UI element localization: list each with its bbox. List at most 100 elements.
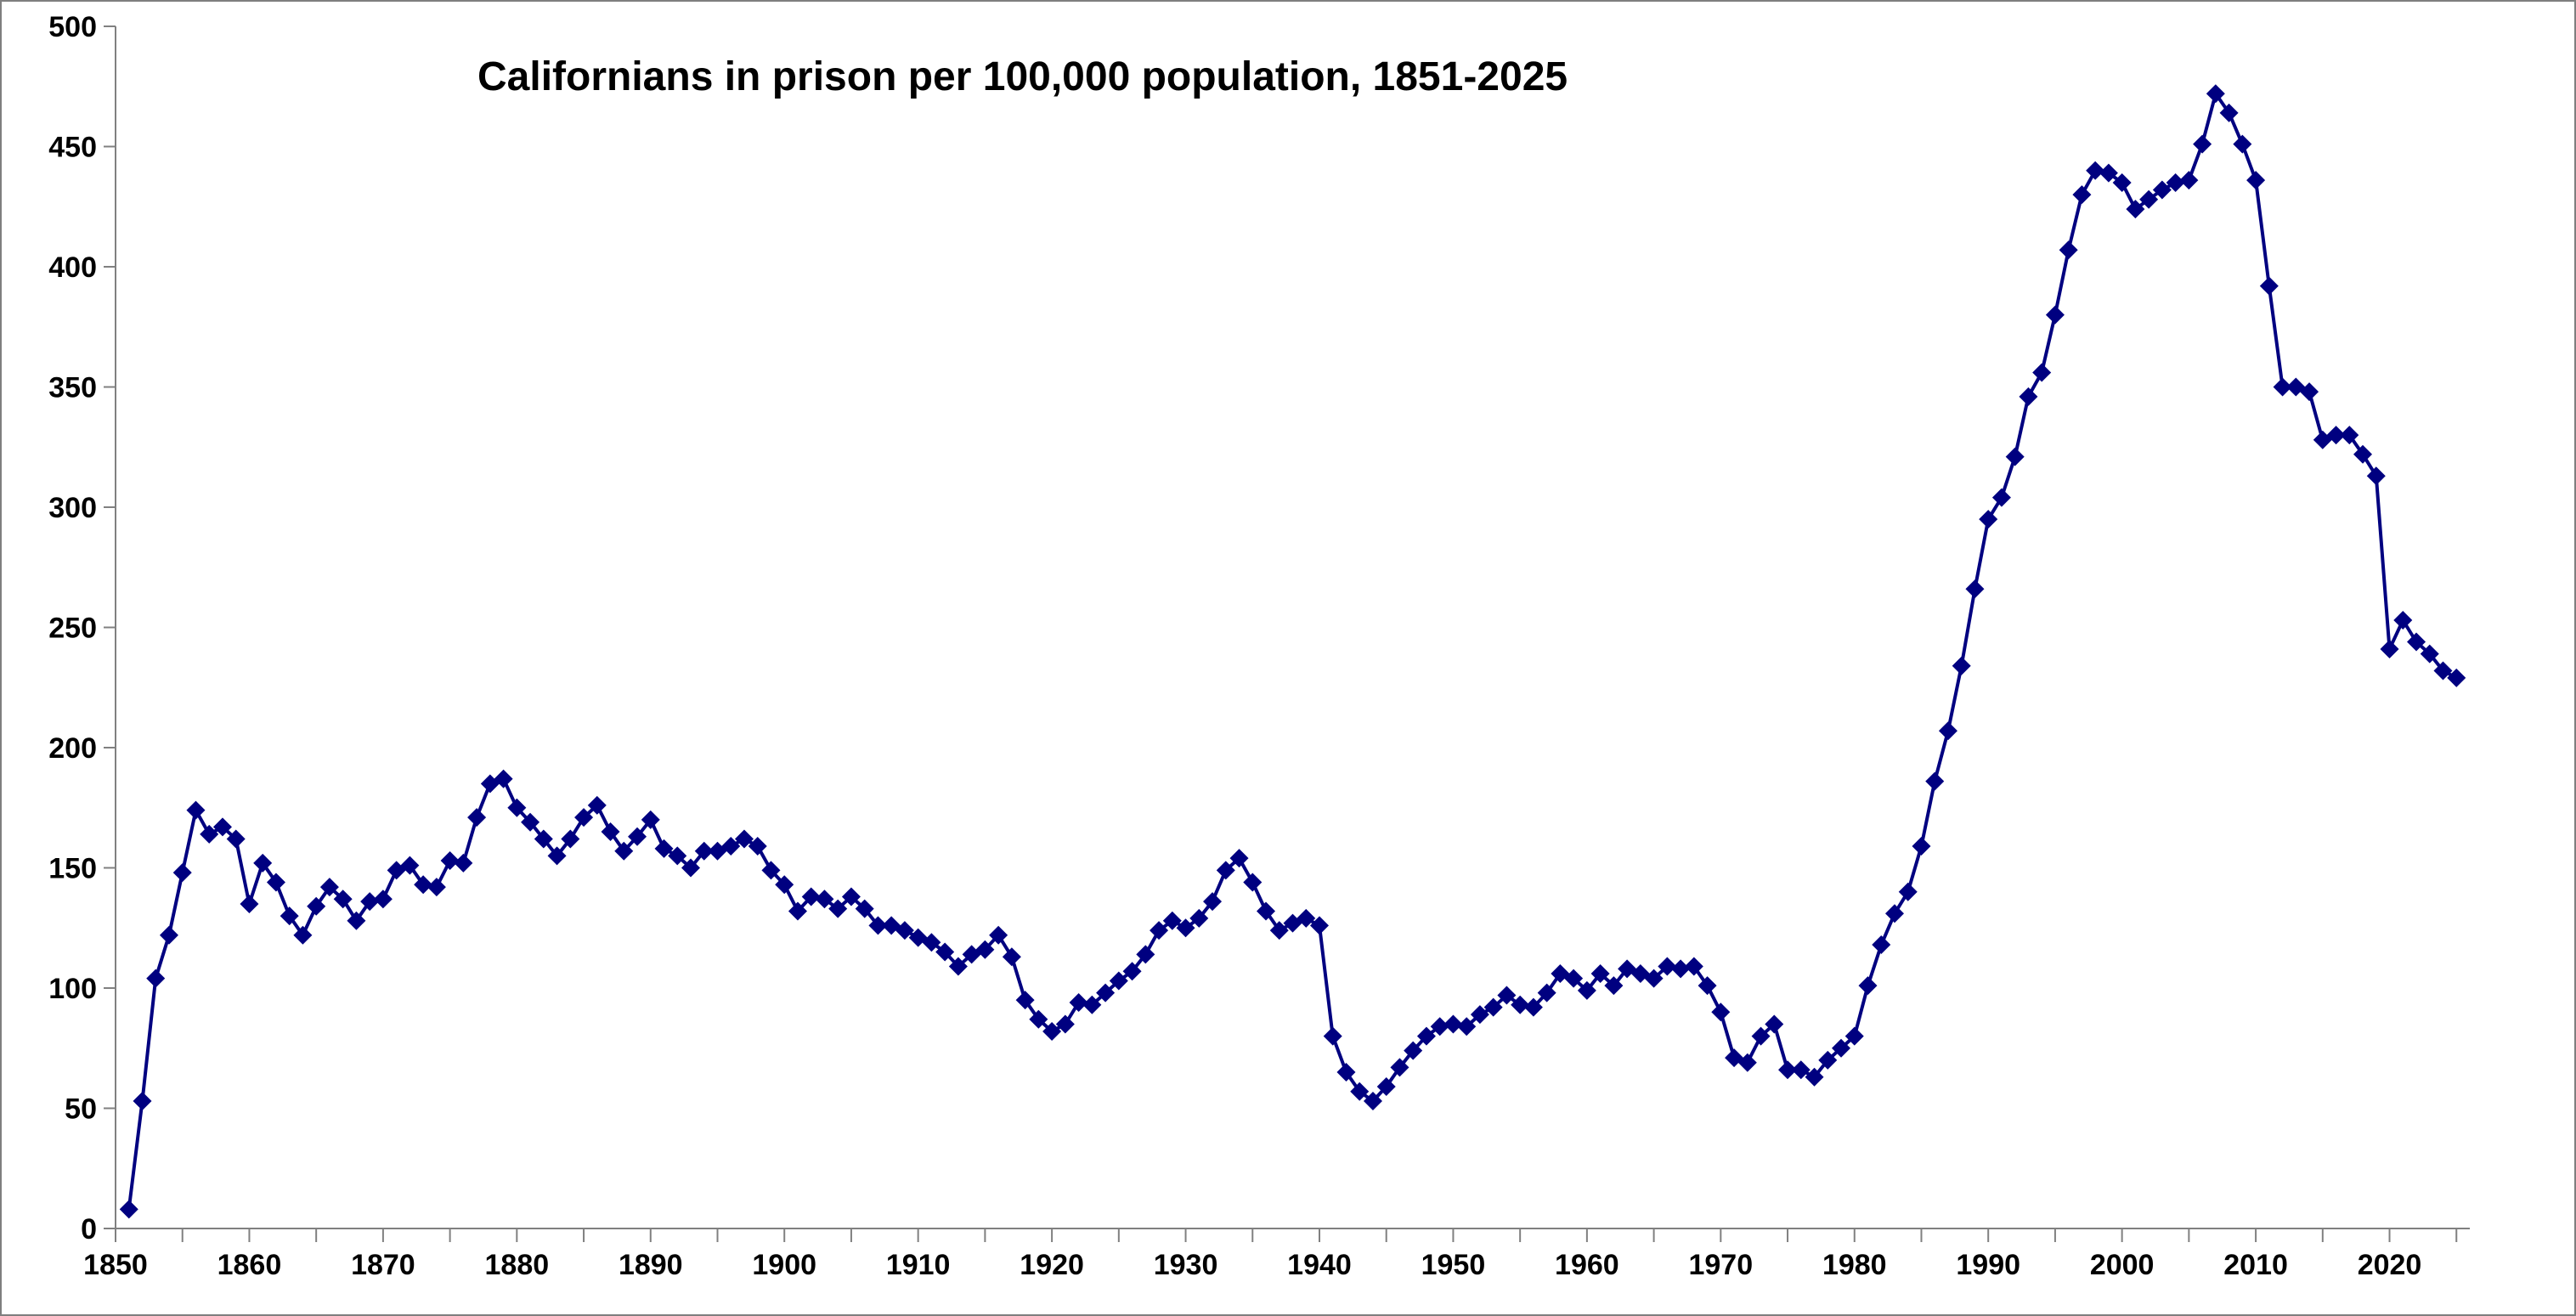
- y-tick-label: 50: [65, 1093, 97, 1126]
- data-point: [172, 863, 192, 883]
- data-point: [1925, 771, 1945, 791]
- data-point: [1497, 986, 1517, 1005]
- data-point: [1162, 911, 1182, 930]
- y-tick-label: 0: [81, 1213, 97, 1245]
- data-point: [1523, 997, 1543, 1017]
- data-point: [414, 875, 433, 895]
- data-markers: [119, 84, 2466, 1219]
- x-tick-label: 1940: [1287, 1249, 1352, 1281]
- x-tick-label: 1880: [485, 1249, 550, 1281]
- data-point: [2152, 180, 2172, 200]
- data-point: [948, 957, 968, 976]
- data-point: [2340, 426, 2359, 445]
- data-point: [2099, 163, 2118, 183]
- chart-title: Californians in prison per 100,000 popul…: [477, 54, 1568, 99]
- data-point: [1737, 1053, 1757, 1072]
- data-point: [2259, 276, 2279, 296]
- data-point: [1430, 1017, 1449, 1036]
- data-point: [1991, 488, 2011, 507]
- data-point: [587, 795, 607, 815]
- y-tick-label: 300: [48, 492, 97, 524]
- x-tick-label: 1990: [1956, 1249, 2020, 1281]
- data-point: [1604, 976, 1624, 996]
- y-tick-label: 500: [48, 11, 97, 43]
- data-point: [922, 933, 941, 952]
- data-point: [360, 892, 380, 912]
- data-point: [1122, 962, 1142, 981]
- data-point: [1778, 1060, 1798, 1080]
- data-point: [2300, 382, 2319, 402]
- data-point: [2407, 632, 2426, 652]
- data-point: [1443, 1014, 1463, 1034]
- data-point: [534, 829, 553, 849]
- data-point: [775, 875, 794, 895]
- data-point: [1698, 976, 1717, 996]
- data-point: [2005, 447, 2025, 466]
- x-tick-label: 2020: [2358, 1249, 2422, 1281]
- data-point: [400, 856, 420, 875]
- data-point: [1323, 1026, 1342, 1046]
- data-point: [1203, 892, 1223, 912]
- data-point: [2086, 161, 2105, 180]
- data-point: [681, 858, 701, 878]
- data-point: [1751, 1026, 1771, 1046]
- data-point: [1844, 1026, 1864, 1046]
- data-point: [1805, 1067, 1824, 1087]
- data-point: [1832, 1038, 1851, 1058]
- data-point: [561, 829, 580, 849]
- x-tick-label: 1870: [351, 1249, 415, 1281]
- data-point: [2246, 171, 2266, 190]
- data-point: [1658, 957, 1677, 976]
- x-tick-label: 1930: [1154, 1249, 1218, 1281]
- data-point: [868, 916, 888, 935]
- data-point: [186, 800, 206, 820]
- x-tick-label: 1960: [1555, 1249, 1619, 1281]
- data-point: [801, 887, 821, 907]
- data-point: [2273, 377, 2292, 397]
- y-tick-label: 150: [48, 853, 97, 885]
- data-point: [1069, 992, 1088, 1012]
- data-point: [1136, 945, 1155, 964]
- data-point: [1404, 1041, 1423, 1060]
- data-point: [2032, 363, 2052, 382]
- data-point: [1564, 969, 1584, 988]
- data-point: [1376, 1077, 1396, 1097]
- data-point: [989, 925, 1008, 945]
- data-point: [440, 851, 460, 871]
- data-point: [641, 810, 660, 829]
- data-point: [2380, 639, 2399, 658]
- data-point: [2353, 444, 2373, 464]
- x-tick-label: 1920: [1020, 1249, 1084, 1281]
- data-point: [761, 861, 781, 880]
- data-point: [1082, 995, 1102, 1014]
- data-point: [1470, 1005, 1489, 1025]
- data-point: [975, 940, 995, 959]
- data-point: [855, 899, 874, 918]
- data-point: [319, 878, 339, 897]
- data-point: [1243, 873, 1263, 892]
- data-point: [1898, 882, 1918, 901]
- data-point: [119, 1200, 138, 1219]
- data-point: [1537, 983, 1556, 1003]
- data-point: [1965, 579, 1985, 599]
- x-axis-ticks: 1850 1860 1870 1880 1890 1900 1910 1920 1930 1940…: [83, 1228, 2458, 1281]
- series-line: [127, 89, 2458, 1210]
- data-point: [133, 1092, 152, 1111]
- data-point: [1483, 997, 1503, 1017]
- y-tick-label: 200: [48, 732, 97, 765]
- data-point: [614, 841, 634, 861]
- data-point: [1002, 947, 1021, 967]
- data-point: [280, 907, 299, 926]
- data-point: [2179, 171, 2199, 190]
- data-point: [2019, 387, 2038, 406]
- x-tick-label: 1890: [619, 1249, 683, 1281]
- data-point: [574, 808, 594, 827]
- data-point: [1511, 995, 1530, 1014]
- data-point: [2366, 466, 2386, 486]
- data-point: [841, 887, 861, 907]
- x-tick-label: 1970: [1688, 1249, 1753, 1281]
- data-point: [547, 846, 567, 866]
- data-point: [1363, 1092, 1382, 1111]
